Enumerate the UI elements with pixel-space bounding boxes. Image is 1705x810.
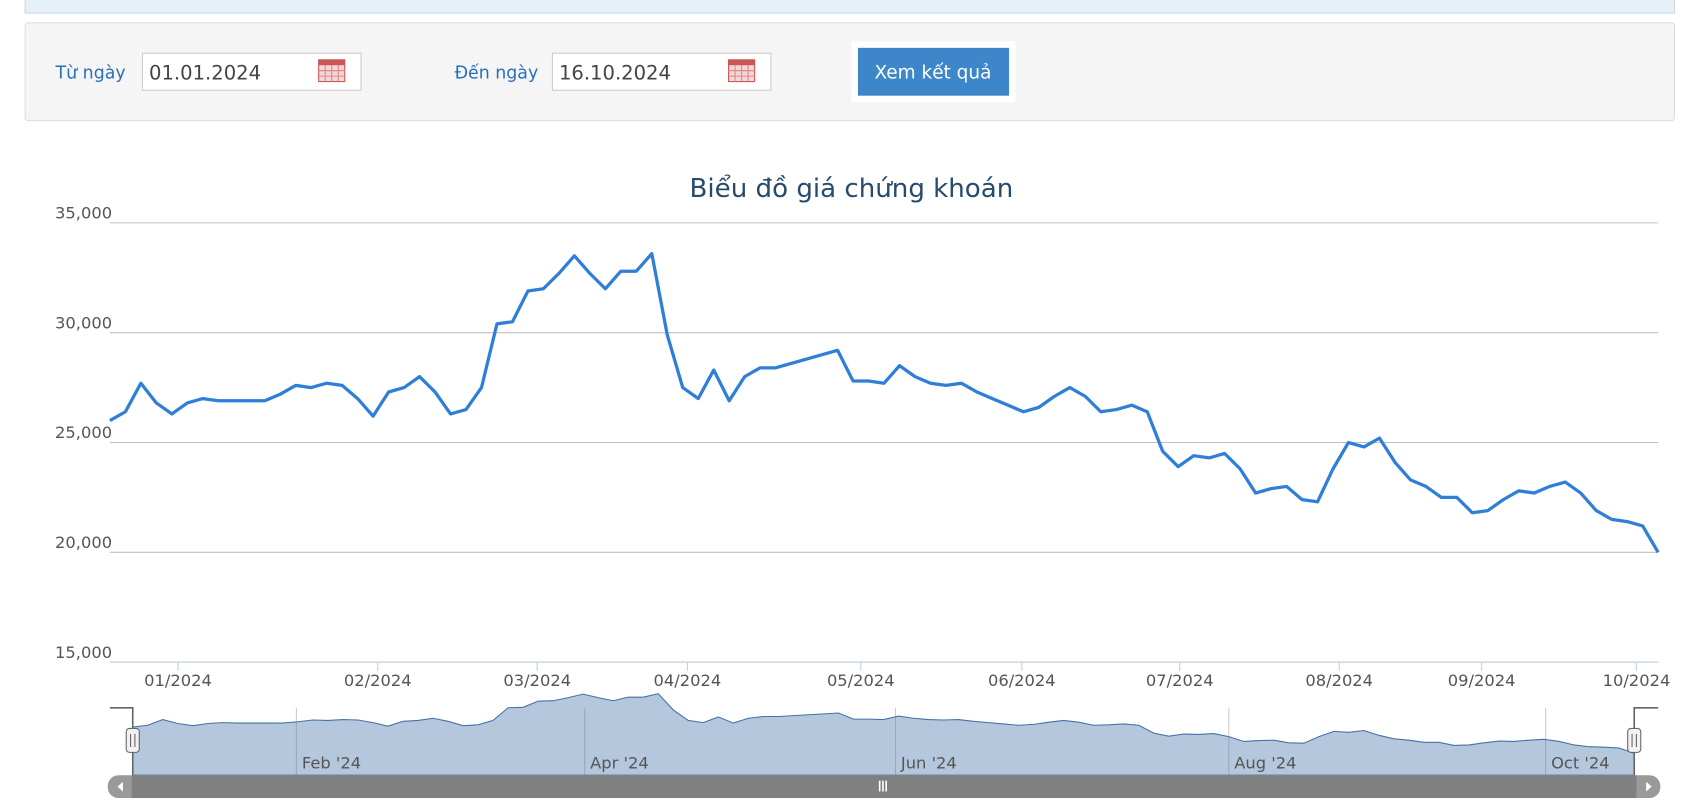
x-tick-label: 01/2024: [144, 671, 212, 690]
y-tick-label: 15,000: [55, 643, 112, 662]
x-tick-label: 02/2024: [344, 671, 412, 690]
navigator-label: Apr '24: [590, 754, 649, 773]
to-label: Đến ngày: [455, 62, 539, 83]
handle-grip: [130, 733, 136, 747]
submit-label: Xem kết quả: [874, 62, 991, 83]
x-tick-label: 07/2024: [1146, 671, 1214, 690]
scroll-left-arrow[interactable]: [117, 781, 123, 792]
x-tick-label: 03/2024: [503, 671, 571, 690]
handle-grip: [1631, 733, 1637, 747]
filter-panel: [24, 22, 1676, 122]
plot: 15,000 20,000 25,000 30,000 35,000 01/2024 02/…: [55, 204, 1670, 691]
navigator-area: [132, 693, 1635, 776]
x-tick-label: 04/2024: [654, 671, 722, 690]
navigator-label: Jun '24: [900, 754, 957, 773]
x-tick-label: 06/2024: [988, 671, 1056, 690]
navigator: Feb '24 Apr '24 Jun '24 Aug '24 Oct '24: [107, 693, 1661, 799]
top-strip: [24, 0, 1676, 14]
y-tick-label: 20,000: [55, 533, 112, 552]
navigator-label: Feb '24: [302, 754, 361, 773]
thumb-grip: [878, 780, 888, 792]
navigator-label: Aug '24: [1234, 754, 1296, 773]
x-tick-label: 08/2024: [1305, 671, 1373, 690]
navigator-handle[interactable]: [125, 727, 140, 753]
calendar-icon[interactable]: [728, 59, 756, 83]
from-value: 01.01.2024: [149, 61, 261, 84]
submit-button[interactable]: [857, 47, 1010, 96]
scroll-right-arrow[interactable]: [1646, 781, 1652, 792]
y-tick-label: 35,000: [55, 204, 112, 223]
navigator-handle[interactable]: [1627, 727, 1642, 753]
y-tick-label: 30,000: [55, 313, 112, 332]
y-tick-label: 25,000: [55, 423, 112, 442]
scrollbar-thumb[interactable]: [131, 775, 1637, 799]
x-tick-label: 09/2024: [1448, 671, 1516, 690]
chart-title: Biểu đồ giá chứng khoán: [690, 173, 1014, 204]
navigator-label: Oct '24: [1551, 754, 1610, 773]
price-line: [109, 252, 1660, 554]
calendar-icon[interactable]: [318, 59, 346, 83]
from-label: Từ ngày: [55, 63, 126, 83]
x-tick-label: 05/2024: [827, 671, 895, 690]
x-tick-label: 10/2024: [1603, 671, 1671, 690]
to-value: 16.10.2024: [559, 61, 671, 84]
